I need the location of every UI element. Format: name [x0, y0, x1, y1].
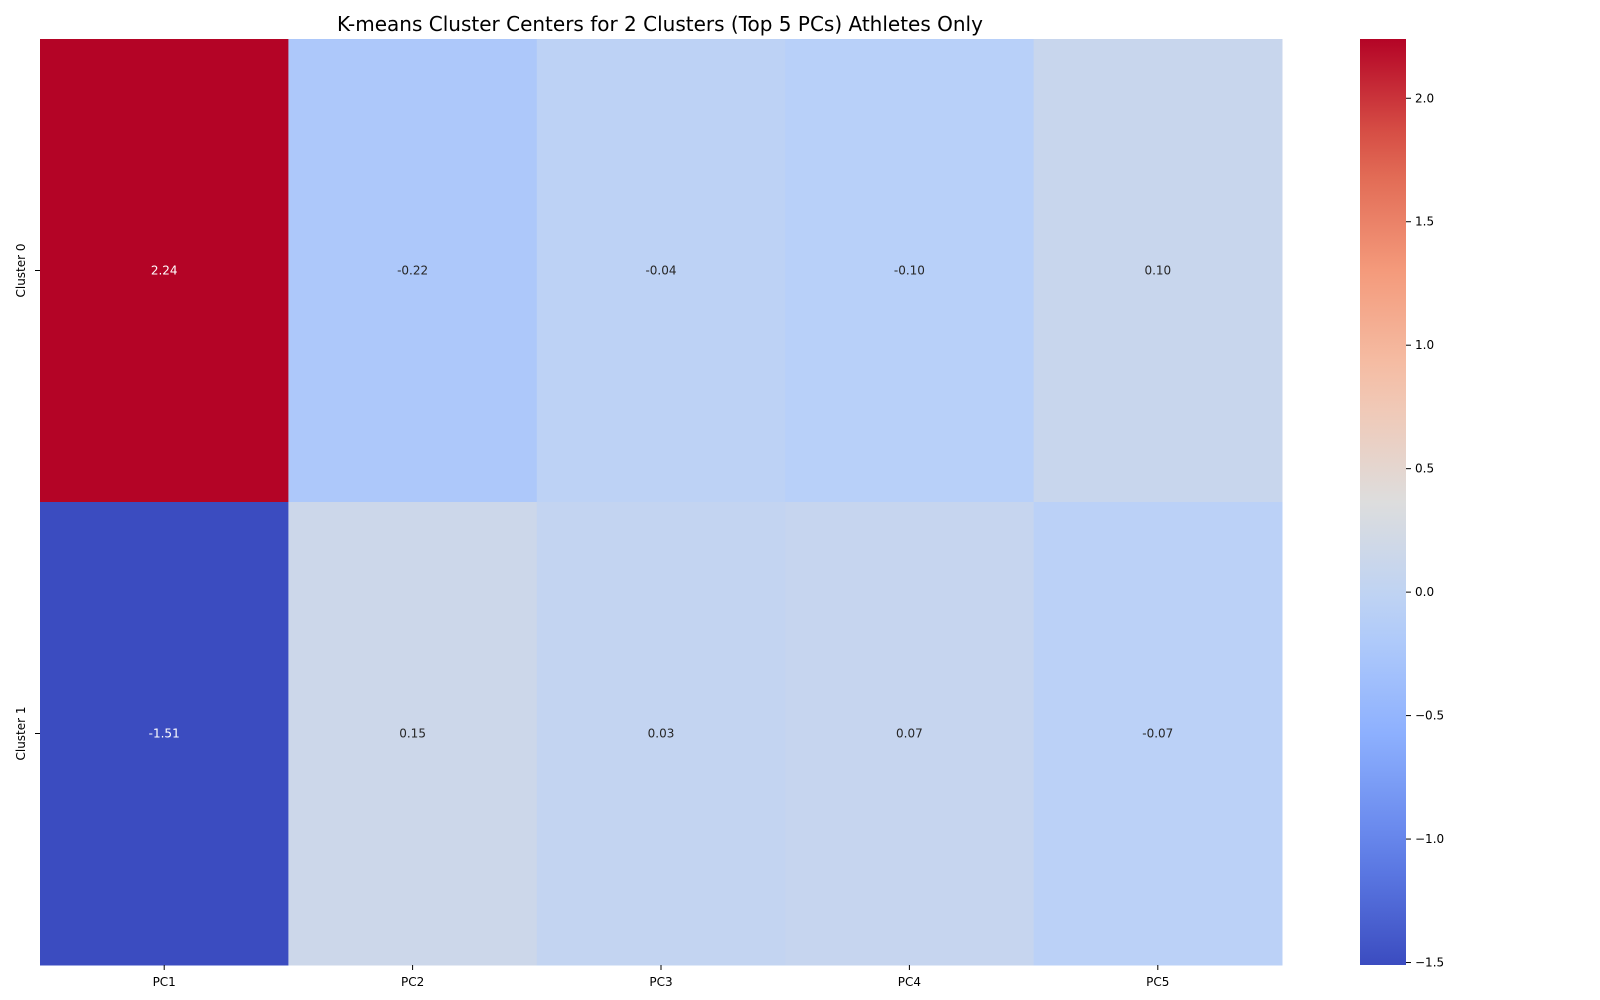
x-tick-label: PC4 [898, 975, 921, 989]
colorbar: 2.0 1.5 1.0 0.5 0.0 −0.5 −1.0 −1.5 [1360, 39, 1444, 970]
cell-value-label: 0.10 [1144, 264, 1171, 278]
colorbar-tick-label: −0.5 [1415, 709, 1444, 723]
heatmap-cells: 2.24 -0.22 -0.04 -0.10 0.10 -1.51 0.15 0.03 0.07… [40, 39, 1283, 966]
colorbar-tick-label: 0.0 [1415, 585, 1434, 599]
cell-value-label: -1.51 [149, 727, 180, 741]
y-tick-label: Cluster 1 [14, 706, 28, 760]
cell-value-label: -0.22 [397, 264, 428, 278]
cell-value-label: -0.07 [1142, 727, 1173, 741]
heatmap-cell [785, 39, 1035, 503]
heatmap-cell [536, 39, 786, 503]
y-axis-ticks: Cluster 0 Cluster 1 [14, 243, 40, 761]
cell-value-label: -0.10 [894, 264, 925, 278]
x-tick-label: PC1 [153, 975, 176, 989]
colorbar-tick-label: 1.0 [1415, 338, 1434, 352]
chart-title: K-means Cluster Centers for 2 Clusters (… [337, 12, 983, 36]
x-axis-ticks: PC1 PC2 PC3 PC4 PC5 [153, 965, 1169, 989]
heatmap-cell [785, 502, 1035, 966]
heatmap-cell [40, 39, 289, 503]
colorbar-tick-label: −1.5 [1415, 956, 1444, 970]
colorbar-tick-label: 1.5 [1415, 215, 1434, 229]
cell-value-label: -0.04 [645, 264, 676, 278]
y-tick-label: Cluster 0 [14, 243, 28, 297]
cell-value-label: 0.07 [896, 727, 923, 741]
colorbar-tick-label: 0.5 [1415, 462, 1434, 476]
cell-value-label: 0.15 [399, 727, 426, 741]
colorbar-tick-label: −1.0 [1415, 832, 1444, 846]
colorbar-tick-label: 2.0 [1415, 91, 1434, 105]
heatmap-cell [288, 502, 538, 966]
heatmap-cell [1033, 502, 1283, 966]
cell-value-label: 2.24 [151, 264, 178, 278]
heatmap-cell [288, 39, 538, 503]
x-tick-label: PC3 [649, 975, 672, 989]
heatmap-cell [40, 502, 289, 966]
colorbar-gradient [1360, 39, 1406, 965]
heatmap-cell [536, 502, 786, 966]
cell-value-label: 0.03 [648, 727, 675, 741]
x-tick-label: PC5 [1146, 975, 1169, 989]
x-tick-label: PC2 [401, 975, 424, 989]
heatmap-cell [1033, 39, 1283, 503]
